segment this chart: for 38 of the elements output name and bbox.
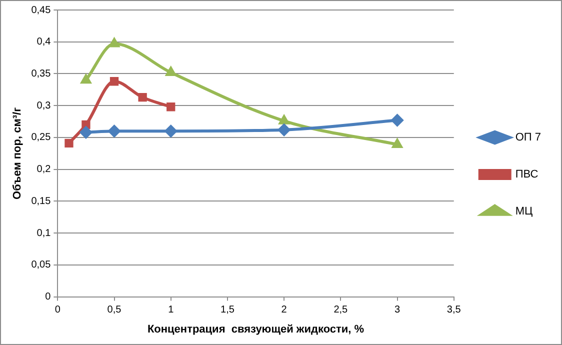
x-tick-label: 2 — [281, 304, 288, 316]
legend-label: ОП 7 — [515, 132, 542, 144]
x-tick-label: 2,5 — [334, 304, 348, 316]
x-axis-title: Концентрация связующей жидкости, % — [147, 323, 364, 336]
point — [392, 138, 402, 148]
y-tick-label: 0 — [45, 292, 52, 303]
legend-label: МЦ — [515, 206, 533, 218]
y-tick-label: 0,2 — [36, 164, 52, 176]
y-tick-label: 0,15 — [31, 196, 52, 207]
point — [391, 114, 404, 126]
point — [164, 125, 177, 138]
point — [279, 115, 290, 124]
point — [82, 120, 90, 130]
y-tick-label: 0,05 — [31, 260, 52, 271]
x-tick-label: 0,5 — [107, 304, 122, 316]
x-tick-label: 3,5 — [446, 304, 462, 316]
point — [110, 77, 119, 86]
legend-label: ПВС — [515, 168, 538, 181]
y-tick-label: 0,45 — [31, 4, 52, 16]
y-tick-label: 0,3 — [36, 100, 52, 112]
y-tick-label: 0,4 — [36, 36, 52, 48]
point — [64, 138, 74, 148]
point — [81, 74, 91, 84]
point — [278, 124, 290, 136]
y-tick-label: 0,35 — [31, 68, 52, 80]
point — [166, 66, 176, 76]
point — [108, 125, 120, 138]
point — [166, 102, 176, 112]
point — [80, 126, 92, 138]
x-tick-label: 0 — [54, 304, 61, 316]
x-tick-label: 1,5 — [220, 304, 235, 316]
point — [138, 92, 147, 102]
x-tick-label: 1 — [168, 304, 174, 316]
x-tick-label: 3 — [394, 304, 400, 316]
y-tick-label: 0,25 — [31, 132, 52, 144]
point — [109, 38, 120, 48]
y-axis-title: Объем пор, см³/г — [12, 106, 24, 200]
y-tick-label: 0,1 — [36, 228, 52, 239]
